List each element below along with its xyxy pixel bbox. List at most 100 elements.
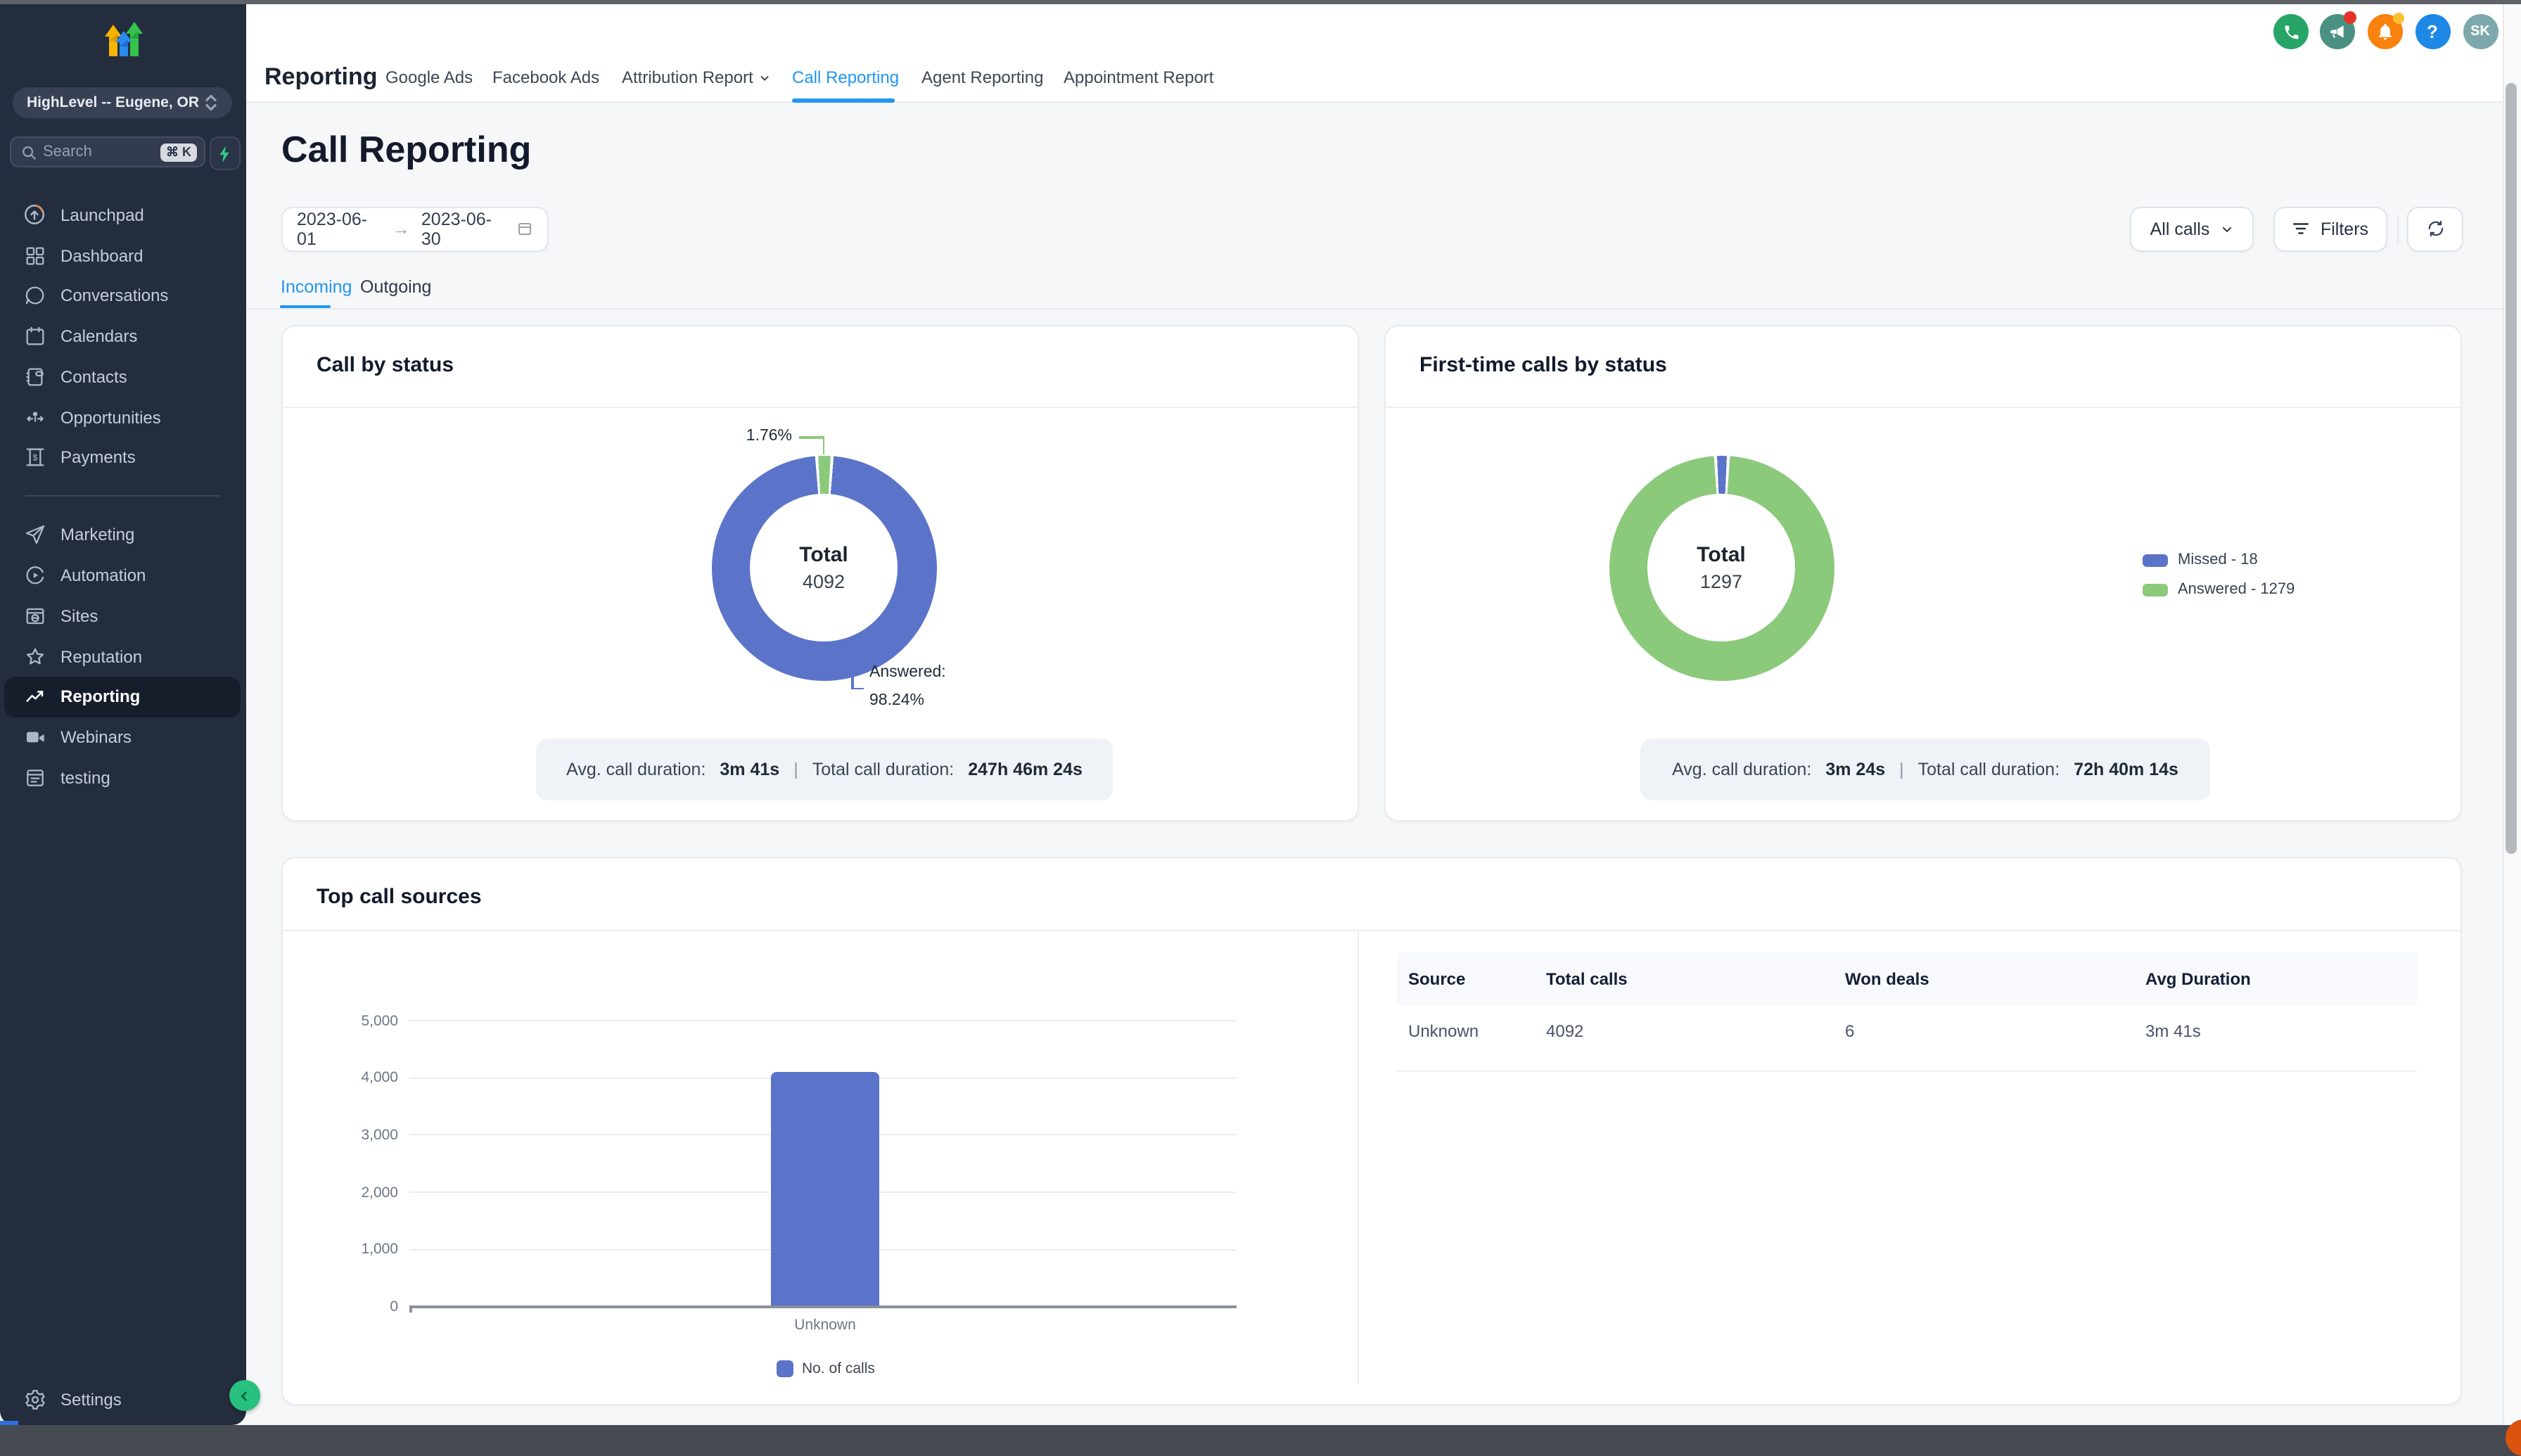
all-calls-label: All calls: [2150, 219, 2210, 239]
annotation-answered-label: Answered:: [869, 664, 946, 681]
donut-center-label: Total: [1697, 543, 1746, 567]
donut-center: Total 1297: [1647, 494, 1795, 641]
sidebar-item-launchpad[interactable]: Launchpad: [4, 195, 241, 236]
donut-chart-first-time-calls[interactable]: Total 1297: [1609, 455, 1834, 680]
launchpad-icon: [23, 203, 46, 227]
sidebar-item-label: Payments: [60, 447, 136, 468]
search-placeholder: Search: [43, 143, 92, 160]
cell-source: Unknown: [1408, 1021, 1479, 1041]
legend-label: No. of calls: [802, 1360, 875, 1377]
tab-google-ads[interactable]: Google Ads: [385, 68, 473, 87]
payments-icon: $: [23, 446, 46, 470]
card-title: First-time calls by status: [1419, 353, 1667, 377]
chevron-left-icon: [241, 1391, 247, 1400]
page-title: Call Reporting: [281, 127, 532, 170]
bar-chart-legend[interactable]: No. of calls: [777, 1360, 875, 1377]
sidebar-item-label: testing: [60, 767, 110, 788]
sidebar-item-webinars[interactable]: Webinars: [4, 717, 241, 758]
total-duration-value: 247h 46m 24s: [968, 759, 1083, 779]
sidebar-item-testing[interactable]: testing: [4, 758, 241, 798]
sidebar-item-label: Launchpad: [60, 205, 144, 225]
tab-call-reporting[interactable]: Call Reporting: [792, 68, 899, 87]
phone-button[interactable]: [2273, 14, 2309, 49]
window-top-edge: [0, 0, 2521, 4]
avatar[interactable]: SK: [2463, 14, 2498, 49]
tab-label: Agent Reporting: [921, 68, 1044, 87]
sidebar-item-label: Settings: [60, 1389, 122, 1410]
tab-facebook-ads[interactable]: Facebook Ads: [492, 68, 599, 87]
bar-chart-call-sources: 5,000 4,000 3,000 2,000 1,000 0 Unknown …: [283, 930, 1356, 1407]
tab-agent-reporting[interactable]: Agent Reporting: [921, 68, 1043, 87]
gridline: [409, 1019, 1236, 1021]
callout-line-green: [799, 436, 824, 438]
active-tab-underline: [792, 98, 895, 102]
card-vertical-divider: [1357, 930, 1358, 1384]
announcements-button[interactable]: [2320, 11, 2356, 49]
sidebar-item-conversations[interactable]: Conversations: [4, 276, 241, 317]
x-category-label: Unknown: [794, 1317, 856, 1334]
search-input[interactable]: Search ⌘ K: [9, 136, 205, 167]
star-icon: [23, 644, 46, 668]
window-bottom-edge: [0, 1425, 2521, 1431]
filters-button[interactable]: Filters: [2273, 207, 2387, 251]
refresh-button[interactable]: [2407, 207, 2463, 251]
sidebar-item-opportunities[interactable]: Opportunities: [4, 397, 241, 438]
subtab-incoming[interactable]: Incoming: [281, 276, 352, 296]
legend-item-missed[interactable]: Missed - 18: [2143, 551, 2258, 568]
subtab-outgoing[interactable]: Outgoing: [360, 276, 432, 296]
location-switcher[interactable]: HighLevel -- Eugene, OR: [13, 87, 232, 118]
donut-chart-call-by-status[interactable]: Total 4092: [711, 455, 936, 680]
total-duration-value: 72h 40m 14s: [2074, 759, 2178, 779]
active-subtab-underline: [280, 305, 331, 308]
column-header-source[interactable]: Source: [1408, 969, 1466, 989]
sidebar-item-label: Sites: [60, 606, 98, 626]
sidebar-item-contacts[interactable]: Contacts: [4, 357, 241, 397]
all-calls-dropdown[interactable]: All calls: [2130, 207, 2254, 251]
bar-unknown[interactable]: [771, 1071, 879, 1306]
sidebar-item-payments[interactable]: $ Payments: [4, 438, 241, 478]
megaphone-icon: [2330, 25, 2344, 38]
tab-label: Facebook Ads: [492, 68, 600, 87]
sidebar-item-reporting[interactable]: Reporting: [4, 677, 241, 717]
column-header-avg-duration[interactable]: Avg Duration: [2145, 969, 2251, 989]
sidebar-item-label: Dashboard: [60, 245, 143, 266]
donut-center: Total 4092: [750, 494, 898, 641]
quick-actions-button[interactable]: [210, 136, 240, 170]
refresh-icon: [2427, 221, 2443, 237]
tab-appointment-report[interactable]: Appointment Report: [1064, 68, 1213, 87]
y-tick-label: 4,000: [361, 1069, 398, 1087]
scrollbar-thumb[interactable]: [2505, 83, 2516, 854]
sidebar-collapse-button[interactable]: [229, 1380, 260, 1411]
notebook-icon: [23, 766, 46, 790]
y-tick-label: 0: [390, 1298, 398, 1315]
table-row-divider: [1397, 1071, 2417, 1072]
column-header-total-calls[interactable]: Total calls: [1546, 969, 1628, 989]
sidebar-item-label: Marketing: [60, 525, 135, 545]
sidebar-item-sites[interactable]: Sites: [4, 596, 241, 637]
sidebar-item-marketing[interactable]: Marketing: [4, 515, 241, 556]
sidebar-item-settings[interactable]: Settings: [4, 1379, 241, 1420]
card-title: Call by status: [317, 353, 454, 377]
help-button[interactable]: ?: [2415, 14, 2450, 49]
sidebar-item-label: Reputation: [60, 646, 143, 667]
sidebar-item-dashboard[interactable]: Dashboard: [4, 236, 241, 276]
sidebar-item-automation[interactable]: Automation: [4, 555, 241, 596]
total-duration-label: Total call duration:: [812, 759, 955, 779]
filters-label: Filters: [2320, 219, 2369, 239]
tab-attribution-report[interactable]: Attribution Report: [622, 68, 772, 87]
table-row[interactable]: Unknown 4092 6 3m 41s: [1397, 1021, 2417, 1041]
date-range-picker[interactable]: 2023-06-01 → 2023-06-30: [281, 207, 549, 251]
legend-item-answered[interactable]: Answered - 1279: [2143, 581, 2295, 598]
y-tick-label: 2,000: [361, 1184, 398, 1201]
question-mark-icon: ?: [2427, 21, 2438, 42]
trending-up-icon: [23, 685, 46, 709]
notifications-button[interactable]: [2367, 13, 2404, 49]
sidebar-item-calendars[interactable]: Calendars: [4, 317, 241, 357]
card-header-divider: [283, 407, 1358, 408]
play-circle-icon: [23, 563, 46, 587]
call-duration-summary: Avg. call duration: 3m 41s | Total call …: [536, 739, 1113, 800]
opportunities-icon: [23, 406, 46, 430]
column-header-won-deals[interactable]: Won deals: [1845, 969, 1929, 989]
sidebar-item-reputation[interactable]: Reputation: [4, 637, 241, 677]
